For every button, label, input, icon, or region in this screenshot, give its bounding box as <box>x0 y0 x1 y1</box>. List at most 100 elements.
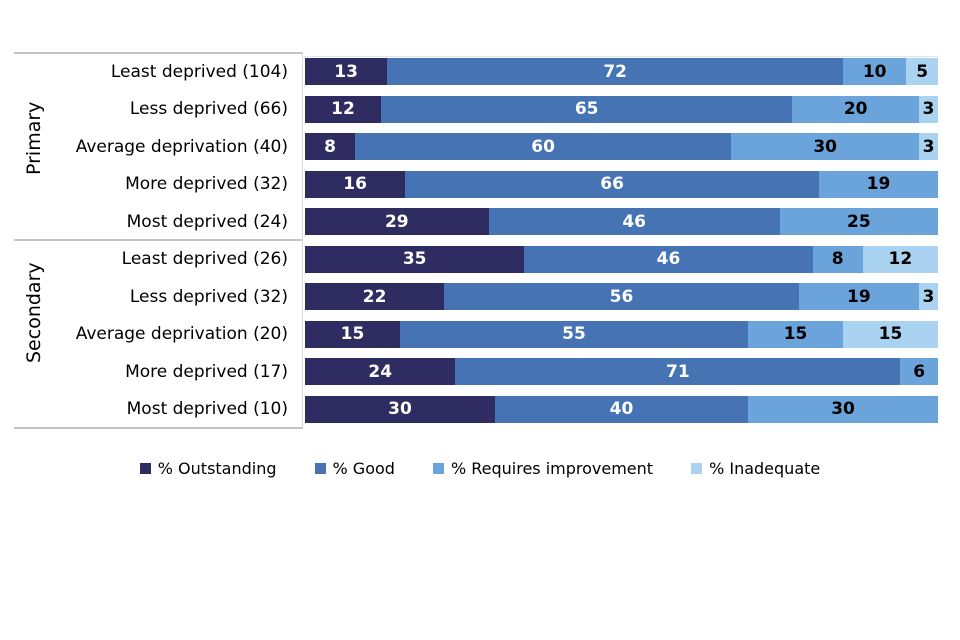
bar-segment-requires-improvement: 6 <box>900 358 938 386</box>
bar-segment-requires-improvement: 19 <box>798 283 919 311</box>
category-label: Least deprived (26) <box>121 249 288 270</box>
legend-swatch-icon <box>691 462 703 474</box>
category-label: Most deprived (24) <box>126 211 288 232</box>
bar-segment-inadequate: 12 <box>862 245 938 273</box>
segment-value-label: 65 <box>574 99 599 120</box>
segment-value-label: 3 <box>922 136 935 157</box>
segment-value-label: 19 <box>847 286 871 307</box>
bar-segment-good: 46 <box>488 208 780 236</box>
label-panel-top-border <box>14 52 303 54</box>
segment-value-label: 40 <box>609 399 634 420</box>
segment-value-label: 22 <box>362 286 387 307</box>
bar-segment-good: 40 <box>494 395 749 423</box>
category-label: More deprived (17) <box>125 361 288 382</box>
segment-value-label: 12 <box>331 99 355 120</box>
bar-segment-inadequate: 3 <box>918 95 938 123</box>
bar-segment-inadequate: 15 <box>843 320 938 348</box>
stacked-bar: 29 46 25 <box>305 208 938 236</box>
segment-value-label: 30 <box>831 399 855 420</box>
segment-value-label: 19 <box>866 174 891 195</box>
bar-segment-requires-improvement: 20 <box>792 95 919 123</box>
stacked-bar: 13 72 10 5 <box>305 58 938 86</box>
bar-segment-good: 71 <box>455 358 901 386</box>
segment-value-label: 3 <box>922 286 935 307</box>
bar-segment-outstanding: 24 <box>305 358 456 386</box>
bar-segment-good: 72 <box>387 58 844 86</box>
bar-segment-outstanding: 22 <box>305 283 445 311</box>
category-label: Average deprivation (40) <box>75 136 288 157</box>
bar-segment-outstanding: 35 <box>305 245 525 273</box>
bar-segment-outstanding: 8 <box>305 133 356 161</box>
segment-value-label: 8 <box>324 136 336 157</box>
segment-value-label: 15 <box>878 324 903 345</box>
segment-value-label: 12 <box>888 249 913 270</box>
segment-value-label: 46 <box>656 249 681 270</box>
legend-swatch-icon <box>314 462 326 474</box>
bar-segment-requires-improvement: 15 <box>748 320 844 348</box>
segment-value-label: 35 <box>402 249 427 270</box>
chart-legend: % Outstanding % Good % Requires improvemen… <box>0 453 960 483</box>
stacked-bar: 35 46 8 12 <box>305 245 938 273</box>
bar-rows: Least deprived (104) 13 72 10 5 Less deprived… <box>0 53 960 428</box>
legend-item: % Inadequate <box>691 459 820 478</box>
bar-row: More deprived (17) 24 71 6 <box>0 353 960 391</box>
segment-value-label: 3 <box>922 99 935 120</box>
label-panel-right-border <box>302 53 303 428</box>
bar-row: More deprived (32) 16 66 19 <box>0 166 960 204</box>
segment-value-label: 25 <box>847 211 871 232</box>
stacked-bar: 15 55 15 15 <box>305 320 938 348</box>
stacked-bar: 24 71 6 <box>305 358 938 386</box>
bar-row: Average deprivation (20) 15 55 15 15 <box>0 316 960 354</box>
bar-segment-outstanding: 29 <box>305 208 489 236</box>
legend-label: % Good <box>332 458 395 478</box>
legend-swatch-icon <box>139 462 151 474</box>
stacked-bar: 30 40 30 <box>305 395 938 423</box>
legend-item: % Requires improvement <box>432 458 654 478</box>
legend-item: % Outstanding <box>139 458 277 478</box>
category-label: Least deprived (104) <box>110 61 288 82</box>
bar-segment-good: 65 <box>380 95 793 123</box>
segment-value-label: 20 <box>843 99 868 120</box>
segment-value-label: 13 <box>334 61 358 82</box>
bar-segment-good: 66 <box>405 170 819 198</box>
segment-value-label: 72 <box>603 61 627 82</box>
segment-value-label: 55 <box>562 324 586 345</box>
bar-row: Most deprived (10) 30 40 30 <box>0 391 960 429</box>
category-label: Less deprived (32) <box>129 286 288 307</box>
segment-value-label: 30 <box>813 136 837 157</box>
bar-segment-requires-improvement: 30 <box>731 133 920 161</box>
bar-segment-requires-improvement: 19 <box>818 170 938 198</box>
bar-segment-outstanding: 30 <box>305 395 495 423</box>
bar-segment-good: 46 <box>524 245 813 273</box>
plot-area-top-line <box>303 56 938 57</box>
stacked-bar: 12 65 20 3 <box>305 95 938 123</box>
bar-segment-good: 55 <box>399 320 749 348</box>
bar-row: Least deprived (26) 35 46 8 12 <box>0 241 960 279</box>
legend-label: % Requires improvement <box>450 458 654 478</box>
bar-segment-inadequate: 3 <box>918 283 938 311</box>
label-panel-bottom-border <box>14 427 303 429</box>
legend-swatch-icon <box>432 462 444 474</box>
bar-row: Least deprived (104) 13 72 10 5 <box>0 53 960 91</box>
segment-value-label: 66 <box>600 174 624 195</box>
legend-label: % Outstanding <box>157 458 277 478</box>
segment-value-label: 24 <box>368 361 393 382</box>
segment-value-label: 29 <box>384 211 409 232</box>
stacked-bar: 22 56 19 3 <box>305 283 938 311</box>
bar-row: Less deprived (66) 12 65 20 3 <box>0 91 960 129</box>
bar-segment-requires-improvement: 10 <box>843 58 907 86</box>
bar-segment-inadequate: 3 <box>919 133 938 161</box>
bar-segment-requires-improvement: 8 <box>812 245 863 273</box>
bar-row: Less deprived (32) 22 56 19 3 <box>0 278 960 316</box>
segment-value-label: 15 <box>783 324 808 345</box>
stacked-bar: 8 60 30 3 <box>305 133 938 161</box>
bar-row: Most deprived (24) 29 46 25 <box>0 203 960 241</box>
segment-value-label: 10 <box>862 61 887 82</box>
bar-segment-inadequate: 5 <box>906 58 938 86</box>
segment-value-label: 30 <box>388 399 412 420</box>
legend-item: % Good <box>314 458 395 478</box>
bar-segment-good: 60 <box>355 133 732 161</box>
segment-value-label: 15 <box>340 324 365 345</box>
bar-segment-outstanding: 15 <box>305 320 400 348</box>
